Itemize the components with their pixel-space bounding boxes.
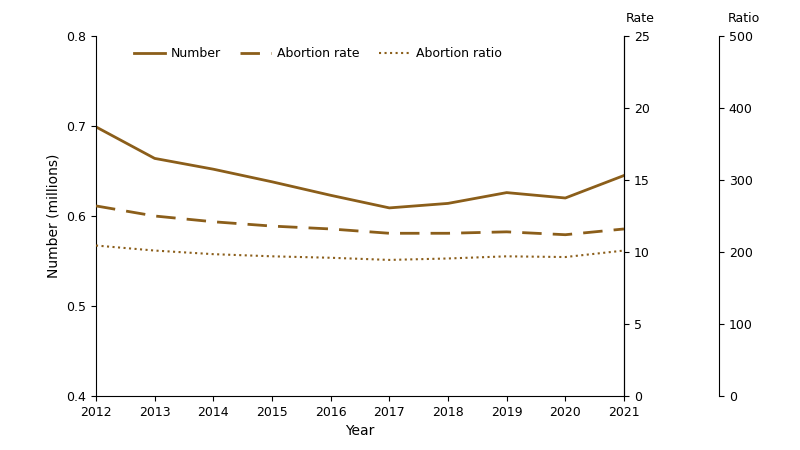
Number [502,190,511,195]
Abortion rate [561,232,570,238]
Abortion ratio [150,248,159,253]
Abortion ratio [385,257,394,263]
Abortion ratio [443,256,453,261]
Legend: Number, Abortion rate, Abortion ratio: Number, Abortion rate, Abortion ratio [129,42,507,65]
Abortion ratio [326,255,335,261]
Abortion ratio [209,252,218,257]
Abortion ratio [561,254,570,260]
Number [267,179,277,184]
Abortion ratio [91,243,101,248]
Abortion rate [91,203,101,209]
Line: Abortion ratio: Abortion ratio [96,246,624,260]
Number [561,195,570,201]
Abortion rate [267,223,277,229]
Abortion rate [326,226,335,232]
Abortion rate [502,229,511,234]
Number [326,193,335,198]
Abortion ratio [502,254,511,259]
Abortion rate [209,219,218,225]
Number [91,124,101,130]
Line: Number: Number [96,127,624,208]
Y-axis label: Number (millions): Number (millions) [46,154,61,278]
Number [150,156,159,161]
Number [385,205,394,211]
Text: Rate: Rate [626,12,654,25]
Abortion rate [443,230,453,236]
Number [443,201,453,206]
Abortion rate [619,226,629,232]
Number [209,166,218,172]
Line: Abortion rate: Abortion rate [96,206,624,235]
Text: Ratio: Ratio [728,12,760,25]
Abortion ratio [267,254,277,259]
X-axis label: Year: Year [346,424,374,438]
Abortion rate [385,230,394,236]
Abortion rate [150,213,159,219]
Abortion ratio [619,248,629,253]
Number [619,173,629,178]
